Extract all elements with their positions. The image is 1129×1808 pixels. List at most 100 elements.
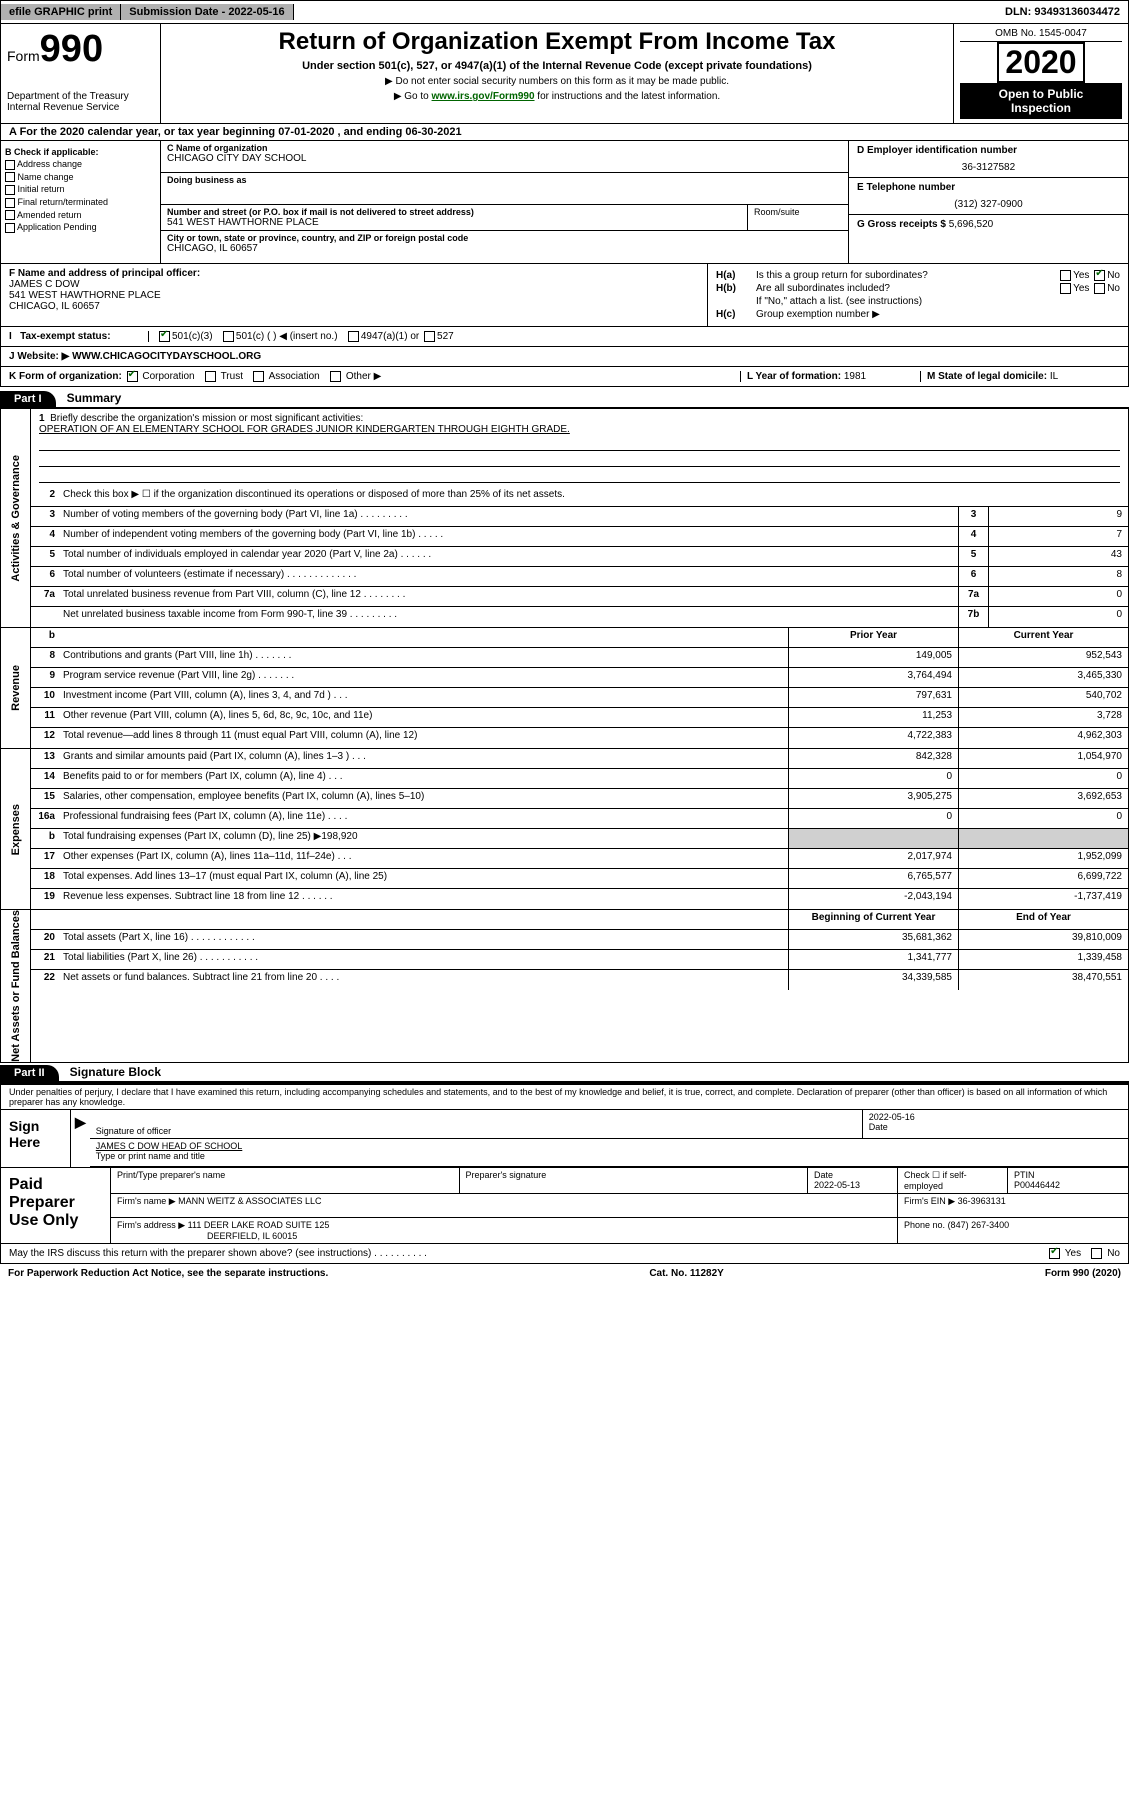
part-ii-title: Signature Block xyxy=(62,1065,161,1079)
line-19-prior: -2,043,194 xyxy=(788,889,958,909)
chk-501c3[interactable] xyxy=(159,331,170,342)
line-11: Other revenue (Part VIII, column (A), li… xyxy=(59,708,788,727)
chk-hb-yes[interactable] xyxy=(1060,283,1071,294)
line-21-end: 1,339,458 xyxy=(958,950,1128,969)
line-17: Other expenses (Part IX, column (A), lin… xyxy=(59,849,788,868)
line-13-prior: 842,328 xyxy=(788,749,958,768)
officer-addr2: CHICAGO, IL 60657 xyxy=(9,301,699,312)
line-18: Total expenses. Add lines 13–17 (must eq… xyxy=(59,869,788,888)
org-name: CHICAGO CITY DAY SCHOOL xyxy=(167,153,842,164)
phone-value: (312) 327-0900 xyxy=(857,199,1120,210)
chk-corp[interactable] xyxy=(127,371,138,382)
line-16a-prior: 0 xyxy=(788,809,958,828)
efile-label[interactable]: efile GRAPHIC print xyxy=(1,4,121,20)
chk-discuss-no[interactable] xyxy=(1091,1248,1102,1259)
info-grid: B Check if applicable: Address change Na… xyxy=(0,141,1129,264)
firm-ein: 36-3963131 xyxy=(958,1196,1006,1206)
officer-addr1: 541 WEST HAWTHORNE PLACE xyxy=(9,290,699,301)
line-12-current: 4,962,303 xyxy=(958,728,1128,748)
goto-suffix: for instructions and the latest informat… xyxy=(535,91,721,102)
col-end-year: End of Year xyxy=(958,910,1128,929)
firm-ein-label: Firm's EIN ▶ xyxy=(904,1196,955,1206)
line-10-prior: 797,631 xyxy=(788,688,958,707)
footer-form: Form 990 (2020) xyxy=(1045,1268,1121,1279)
h-a-row: H(a) Is this a group return for subordin… xyxy=(716,270,1120,281)
line-21: Total liabilities (Part X, line 26) . . … xyxy=(59,950,788,969)
firm-addr1: 111 DEER LAKE ROAD SUITE 125 xyxy=(188,1220,330,1230)
dba-label: Doing business as xyxy=(167,175,842,185)
prep-self-employed[interactable]: Check ☐ if self-employed xyxy=(898,1168,1008,1193)
line-7a-val: 0 xyxy=(988,587,1128,606)
line-4: Number of independent voting members of … xyxy=(59,527,958,546)
line-15: Salaries, other compensation, employee b… xyxy=(59,789,788,808)
footer: For Paperwork Reduction Act Notice, see … xyxy=(0,1264,1129,1283)
sig-date-label: Date xyxy=(869,1122,1122,1132)
line-19-current: -1,737,419 xyxy=(958,889,1128,909)
org-name-label: C Name of organization xyxy=(167,143,842,153)
chk-app-pending[interactable]: Application Pending xyxy=(5,222,156,233)
line-2: Check this box ▶ ☐ if the organization d… xyxy=(59,487,1128,506)
line-4-val: 7 xyxy=(988,527,1128,546)
officer-label: F Name and address of principal officer: xyxy=(9,268,699,279)
line-20: Total assets (Part X, line 16) . . . . .… xyxy=(59,930,788,949)
omb-number: OMB No. 1545-0047 xyxy=(960,28,1122,42)
prep-date: 2022-05-13 xyxy=(814,1180,891,1190)
line-12-prior: 4,722,383 xyxy=(788,728,958,748)
col-prior-year: Prior Year xyxy=(788,628,958,647)
firm-phone-label: Phone no. xyxy=(904,1220,945,1230)
line-14: Benefits paid to or for members (Part IX… xyxy=(59,769,788,788)
chk-ha-yes[interactable] xyxy=(1060,270,1071,281)
ptin-value: P00446442 xyxy=(1014,1180,1122,1190)
website-value[interactable]: WWW.CHICAGOCITYDAYSCHOOL.ORG xyxy=(72,351,261,362)
line-10-current: 540,702 xyxy=(958,688,1128,707)
chk-hb-no[interactable] xyxy=(1094,283,1105,294)
revenue-section: Revenue bPrior YearCurrent Year 8Contrib… xyxy=(0,628,1129,749)
chk-final-return[interactable]: Final return/terminated xyxy=(5,197,156,208)
chk-527[interactable] xyxy=(424,331,435,342)
state-domicile-label: M State of legal domicile: xyxy=(927,371,1047,382)
line-11-prior: 11,253 xyxy=(788,708,958,727)
h-c-text: Group exemption number ▶ xyxy=(756,309,880,320)
chk-name-change[interactable]: Name change xyxy=(5,172,156,183)
prep-print-label: Print/Type preparer's name xyxy=(111,1168,460,1193)
box-c: C Name of organization CHICAGO CITY DAY … xyxy=(161,141,848,263)
subtitle-2: ▶ Do not enter social security numbers o… xyxy=(169,76,945,87)
discuss-text: May the IRS discuss this return with the… xyxy=(9,1248,1047,1259)
sig-date: 2022-05-16 xyxy=(869,1112,1122,1122)
expenses-section: Expenses 13Grants and similar amounts pa… xyxy=(0,749,1129,910)
chk-ha-no[interactable] xyxy=(1094,270,1105,281)
h-b-row: H(b) Are all subordinates included? Yes … xyxy=(716,283,1120,294)
chk-other[interactable] xyxy=(330,371,341,382)
paid-preparer-block: Paid Preparer Use Only Print/Type prepar… xyxy=(0,1168,1129,1244)
form-org-label: K Form of organization: xyxy=(9,371,122,382)
chk-501c[interactable] xyxy=(223,331,234,342)
firm-phone: (847) 267-3400 xyxy=(948,1220,1010,1230)
signature-block: Under penalties of perjury, I declare th… xyxy=(0,1083,1129,1168)
line-16a-current: 0 xyxy=(958,809,1128,828)
chk-discuss-yes[interactable] xyxy=(1049,1248,1060,1259)
addr-label: Number and street (or P.O. box if mail i… xyxy=(167,207,741,217)
h-b-text: Are all subordinates included? xyxy=(756,283,1058,294)
chk-4947[interactable] xyxy=(348,331,359,342)
row-a-tax-year: A For the 2020 calendar year, or tax yea… xyxy=(0,124,1129,141)
firm-addr2: DEERFIELD, IL 60015 xyxy=(117,1231,891,1241)
line-5-val: 43 xyxy=(988,547,1128,566)
line-7b: Net unrelated business taxable income fr… xyxy=(59,607,958,627)
form990-link[interactable]: www.irs.gov/Form990 xyxy=(432,91,535,102)
ein-label: D Employer identification number xyxy=(857,145,1120,156)
line-15-current: 3,692,653 xyxy=(958,789,1128,808)
inspect-line2: Inspection xyxy=(962,101,1120,115)
chk-amended[interactable]: Amended return xyxy=(5,210,156,221)
submission-date: Submission Date - 2022-05-16 xyxy=(121,4,293,20)
chk-trust[interactable] xyxy=(205,371,216,382)
box-d-e-g: D Employer identification number 36-3127… xyxy=(848,141,1128,263)
line-22-end: 38,470,551 xyxy=(958,970,1128,990)
line-7b-val: 0 xyxy=(988,607,1128,627)
line-17-current: 1,952,099 xyxy=(958,849,1128,868)
chk-initial-return[interactable]: Initial return xyxy=(5,184,156,195)
chk-assoc[interactable] xyxy=(253,371,264,382)
room-label: Room/suite xyxy=(748,205,848,230)
website-row: J Website: ▶ WWW.CHICAGOCITYDAYSCHOOL.OR… xyxy=(0,347,1129,367)
line-8: Contributions and grants (Part VIII, lin… xyxy=(59,648,788,667)
chk-address-change[interactable]: Address change xyxy=(5,159,156,170)
